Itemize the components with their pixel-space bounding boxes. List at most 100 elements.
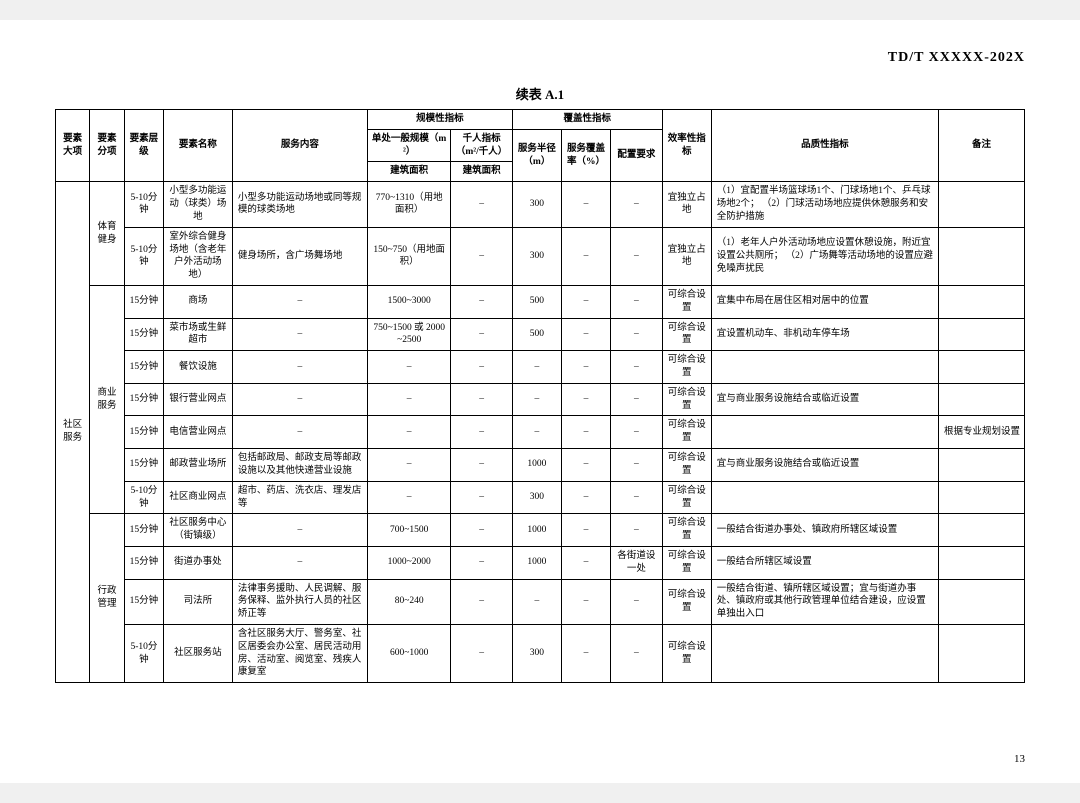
cell: 室外综合健身场地（含老年户外活动场地） xyxy=(164,227,233,285)
h-cfg: 配置要求 xyxy=(611,129,663,181)
cell: 1000 xyxy=(512,514,561,547)
h-elem: 要素名称 xyxy=(164,110,233,182)
cell xyxy=(938,383,1024,416)
cell xyxy=(938,514,1024,547)
cell xyxy=(938,351,1024,384)
cell: 150~750（用地面积） xyxy=(367,227,451,285)
cell: 社区商业网点 xyxy=(164,481,233,514)
cell: 可综合设置 xyxy=(662,416,711,449)
cell: 宜与商业服务设施结合或临近设置 xyxy=(711,383,938,416)
cell: – xyxy=(611,383,663,416)
cell: – xyxy=(367,481,451,514)
h-cat2: 要素分项 xyxy=(90,110,124,182)
cell: – xyxy=(561,546,610,579)
cell: 一般结合街道、镇所辖区域设置；宜与街道办事处、镇政府或其他行政管理单位结合建设，… xyxy=(711,579,938,624)
cell xyxy=(938,481,1024,514)
cell: 可综合设置 xyxy=(662,318,711,351)
cell: – xyxy=(561,383,610,416)
cell: – xyxy=(232,546,367,579)
cell: – xyxy=(561,514,610,547)
cell: 法律事务援助、人民调解、服务保释、监外执行人员的社区矫正等 xyxy=(232,579,367,624)
sub-sport: 体育健身 xyxy=(90,182,124,286)
cell: 一般结合所辖区域设置 xyxy=(711,546,938,579)
cell: 小型多功能运动场地或同等规模的球类场地 xyxy=(232,182,367,227)
cell: 770~1310（用地面积） xyxy=(367,182,451,227)
cell: 各街道设一处 xyxy=(611,546,663,579)
cell: 司法所 xyxy=(164,579,233,624)
cell xyxy=(711,351,938,384)
cell: 宜与商业服务设施结合或临近设置 xyxy=(711,449,938,482)
cell: 700~1500 xyxy=(367,514,451,547)
cell: – xyxy=(611,449,663,482)
cell: 600~1000 xyxy=(367,625,451,683)
cell: 可综合设置 xyxy=(662,546,711,579)
cell: 5-10分钟 xyxy=(124,182,163,227)
h-scale-pk: 千人指标（m²/千人） xyxy=(451,129,512,162)
cell: – xyxy=(611,416,663,449)
h-scale-pk-sub: 建筑面积 xyxy=(451,162,512,182)
cell: 健身场所，含广场舞场地 xyxy=(232,227,367,285)
cell: 银行营业网点 xyxy=(164,383,233,416)
cell: 300 xyxy=(512,182,561,227)
cell: 15分钟 xyxy=(124,351,163,384)
cell: 含社区服务大厅、警务室、社区居委会办公室、居民活动用房、活动室、阅览室、残疾人康… xyxy=(232,625,367,683)
cell: 1000 xyxy=(512,546,561,579)
cell: – xyxy=(451,514,512,547)
cell: – xyxy=(232,351,367,384)
cell: – xyxy=(367,416,451,449)
cell: – xyxy=(451,351,512,384)
cell: – xyxy=(561,318,610,351)
h-radius: 服务半径（m） xyxy=(512,129,561,181)
cell xyxy=(938,227,1024,285)
cell xyxy=(938,625,1024,683)
cell: 500 xyxy=(512,285,561,318)
cell: – xyxy=(451,546,512,579)
cell: 包括邮政局、邮政支局等邮政设施以及其他快递营业设施 xyxy=(232,449,367,482)
cell xyxy=(938,182,1024,227)
cell: 社区服务中心（街镇级） xyxy=(164,514,233,547)
cell: – xyxy=(451,579,512,624)
cell: 宜集中布局在居住区相对居中的位置 xyxy=(711,285,938,318)
cell: – xyxy=(561,351,610,384)
cell: – xyxy=(232,285,367,318)
cell: 电信营业网点 xyxy=(164,416,233,449)
cell: 可综合设置 xyxy=(662,481,711,514)
cell xyxy=(711,416,938,449)
cell: – xyxy=(451,449,512,482)
cell: 15分钟 xyxy=(124,383,163,416)
cell: – xyxy=(611,318,663,351)
cell: 300 xyxy=(512,227,561,285)
cell: 社区服务站 xyxy=(164,625,233,683)
cell: – xyxy=(232,514,367,547)
cell: – xyxy=(561,227,610,285)
h-scale-unit-sub: 建筑面积 xyxy=(367,162,451,182)
cell: 1000~2000 xyxy=(367,546,451,579)
cell: 宜设置机动车、非机动车停车场 xyxy=(711,318,938,351)
cell: – xyxy=(451,481,512,514)
cell: 小型多功能运动（球类）场地 xyxy=(164,182,233,227)
cell: – xyxy=(611,285,663,318)
cell: 5-10分钟 xyxy=(124,625,163,683)
cell: 超市、药店、洗衣店、理发店等 xyxy=(232,481,367,514)
cell xyxy=(711,481,938,514)
sub-admin: 行政管理 xyxy=(90,514,124,683)
cell: 15分钟 xyxy=(124,579,163,624)
cell: – xyxy=(611,625,663,683)
cat1: 社区服务 xyxy=(56,182,90,683)
h-cat1: 要素大项 xyxy=(56,110,90,182)
cell: – xyxy=(611,182,663,227)
cell: – xyxy=(367,351,451,384)
cell: – xyxy=(512,351,561,384)
cell: – xyxy=(451,227,512,285)
table-title: 续表 A.1 xyxy=(55,84,1025,103)
cell: 80~240 xyxy=(367,579,451,624)
cell xyxy=(711,625,938,683)
cell: 750~1500 或 2000~2500 xyxy=(367,318,451,351)
cell: 宜独立占地 xyxy=(662,182,711,227)
cell: – xyxy=(451,625,512,683)
cell: 邮政营业场所 xyxy=(164,449,233,482)
h-svc: 服务内容 xyxy=(232,110,367,182)
cell: – xyxy=(451,285,512,318)
cell: – xyxy=(232,416,367,449)
cell: – xyxy=(561,625,610,683)
